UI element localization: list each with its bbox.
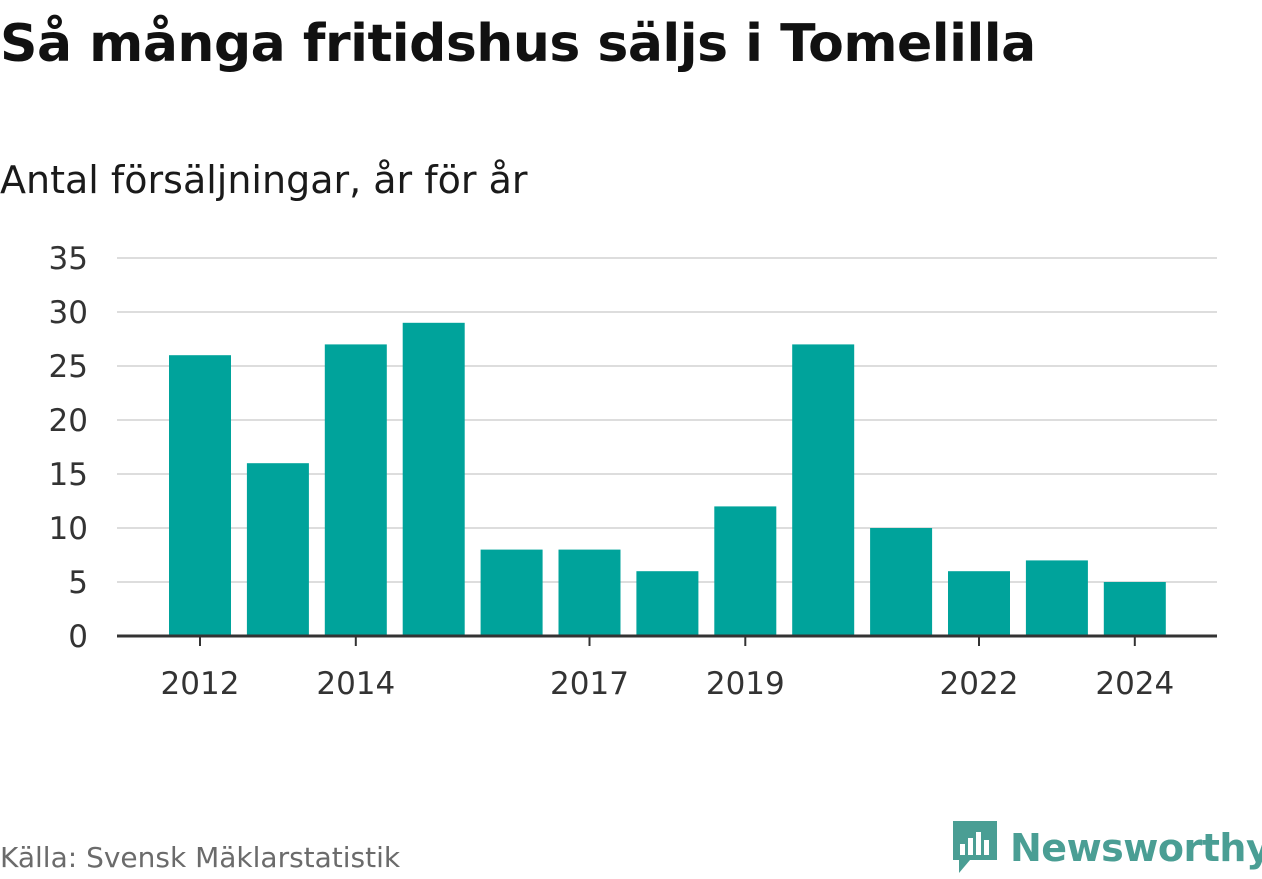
bar [870,528,933,636]
bar [246,463,309,636]
newsworthy-chart-bubble-icon [953,821,997,873]
y-tick-label: 10 [49,511,88,547]
x-tick-label: 2014 [316,666,395,702]
x-tick-label: 2019 [706,666,785,702]
x-tick-label: 2012 [161,666,240,702]
x-tick-label: 2024 [1095,666,1174,702]
x-tick-label: 2017 [550,666,629,702]
bar [402,322,465,636]
source-note: Källa: Svensk Mäklarstatistik [0,841,401,874]
bars [169,322,1166,636]
y-tick-label: 30 [49,295,88,331]
y-tick-label: 0 [68,619,88,655]
bar [636,571,699,636]
bar [324,344,387,636]
brand-logo: Newsworthy [950,818,1262,878]
y-tick-label: 15 [49,457,88,493]
x-tick-label: 2022 [940,666,1019,702]
chart-subtitle: Antal försäljningar, år för år [0,158,528,202]
bar [558,549,621,636]
y-tick-label: 25 [49,349,88,385]
bar [948,571,1010,636]
bar [480,549,543,636]
bar [1025,560,1088,636]
axes [117,634,1217,646]
brand-name: Newsworthy [1010,826,1262,870]
bar [169,355,231,636]
bar [1103,582,1166,636]
tick-labels: 0 5 10 15 20 25 30 35 2012 2014 2017 2019 2022 2024 [49,241,1175,702]
chart-title: Så många fritidshus säljs i Tomelilla [0,14,1036,74]
bar [792,344,855,636]
y-tick-label: 20 [49,403,88,439]
y-tick-label: 5 [68,565,88,601]
bar [714,506,777,636]
y-tick-label: 35 [49,241,88,277]
